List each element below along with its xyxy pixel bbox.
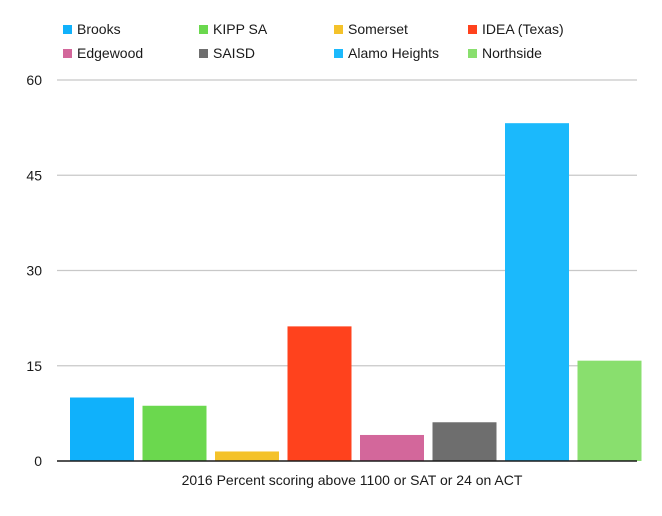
bar-kipp-sa bbox=[142, 405, 207, 461]
legend-swatch bbox=[334, 25, 343, 34]
legend-swatch bbox=[199, 49, 208, 58]
legend-label: Edgewood bbox=[77, 45, 143, 61]
y-tick-label: 30 bbox=[26, 263, 42, 279]
legend-swatch bbox=[63, 49, 72, 58]
bar-edgewood bbox=[360, 434, 424, 461]
legend-label: Alamo Heights bbox=[348, 45, 439, 61]
bar-saisd bbox=[432, 422, 497, 461]
bar-alamo-heights bbox=[505, 123, 569, 462]
bar-idea-texas bbox=[287, 326, 352, 461]
bars bbox=[70, 123, 642, 462]
legend-label: IDEA (Texas) bbox=[482, 21, 564, 37]
legend-label: KIPP SA bbox=[213, 21, 268, 37]
x-axis-title: 2016 Percent scoring above 1100 or SAT o… bbox=[182, 472, 523, 488]
bar-northside bbox=[577, 360, 642, 461]
legend: Brooks KIPP SA Somerset IDEA (Texas) Edgewoo… bbox=[63, 21, 564, 61]
legend-swatch bbox=[468, 49, 477, 58]
legend-label: SAISD bbox=[213, 45, 255, 61]
legend-swatch bbox=[468, 25, 477, 34]
y-tick-label: 0 bbox=[34, 453, 42, 469]
legend-label: Somerset bbox=[348, 21, 408, 37]
legend-swatch bbox=[199, 25, 208, 34]
bar-somerset bbox=[215, 451, 279, 461]
bar-brooks bbox=[70, 397, 134, 461]
y-axis-ticks: 0 15 30 45 60 bbox=[26, 72, 42, 469]
legend-swatch bbox=[63, 25, 72, 34]
legend-label: Northside bbox=[482, 45, 542, 61]
legend-label: Brooks bbox=[77, 21, 121, 37]
y-tick-label: 60 bbox=[26, 72, 42, 88]
legend-swatch bbox=[334, 49, 343, 58]
y-tick-label: 15 bbox=[26, 358, 42, 374]
y-tick-label: 45 bbox=[26, 167, 42, 183]
